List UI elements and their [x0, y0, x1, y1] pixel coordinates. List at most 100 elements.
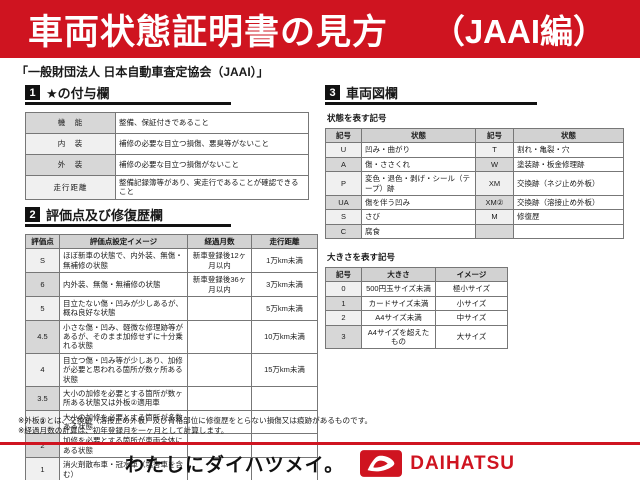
column-header: 記号 — [325, 127, 362, 144]
section3-number-badge: 3 — [325, 85, 340, 100]
table-cell: 大小の加修を必要とする箇所が多数ある状態 — [59, 409, 188, 435]
table-row: A 傷・ささくれ W 塗装跡・板金修理跡 — [325, 156, 624, 173]
column-header: 評価点 — [25, 233, 60, 250]
section1-title: ★の付与欄 — [46, 86, 110, 101]
section3-header: 3 車両図欄 — [325, 85, 537, 105]
star-grant-table: 機 能整備、保証付きであること内 装補修の必要な目立つ損傷、悪臭等がないこと外 … — [25, 112, 309, 200]
table-row: S ほぼ新車の状態で、内外装、無傷・無補修の状態 新車登録後12ヶ月以内 1万km未満 — [25, 248, 318, 274]
table-row: 6 内外装、無傷・無補修の状態 新車登録後36ヶ月以内 3万km未満 — [25, 272, 318, 297]
section2-number-badge: 2 — [25, 207, 40, 222]
brand-lockup: DAIHATSU — [360, 450, 515, 477]
table-cell: 2 — [25, 433, 60, 459]
table-cell: XM — [475, 171, 514, 196]
table-cell: 1 — [325, 295, 362, 312]
section2-title: 評価点及び修復歴欄 — [46, 208, 164, 223]
table-row: 0 500円玉サイズ未満 極小サイズ — [325, 281, 508, 297]
table-cell: 3.5 — [25, 385, 60, 411]
footer-divider-line — [0, 442, 640, 445]
table-cell: 5万km未満 — [251, 295, 318, 321]
condition-symbol-table: 記号 状態 記号 状態 U 凹み・曲がり T 割れ・亀裂・穴 A 傷・ささくれ W 塗装跡・板金修理… — [325, 127, 624, 240]
table-cell: 2 — [325, 310, 362, 326]
condition-symbols-label: 状態を表す記号 — [327, 113, 387, 123]
evaluation-table-header-row: 評価点 評価点設定イメージ 経過月数 走行距離 — [25, 233, 318, 250]
column-header: 状態 — [513, 127, 624, 144]
table-cell: 内 装 — [25, 133, 116, 155]
section3-title: 車両図欄 — [346, 86, 399, 101]
table-cell — [187, 385, 252, 411]
table-cell: C — [325, 223, 362, 240]
table-row: C 腐食 — [325, 223, 624, 240]
table-row: 3 大小の加修を必要とする箇所が多数ある状態 — [25, 409, 318, 435]
table-cell — [513, 223, 624, 240]
table-row: UA 傷を伴う凹み XM② 交換跡（溶接止め外板） — [325, 194, 624, 211]
table-cell: 500円玉サイズ未満 — [361, 281, 436, 297]
table-row: 2 加修を必要とする箇所が車両全体にある状態 — [25, 433, 318, 459]
table-cell: 3 — [25, 409, 60, 435]
table-cell — [251, 457, 318, 480]
evaluation-table: 評価点 評価点設定イメージ 経過月数 走行距離 S ほぼ新車の状態で、内外装、無傷・無補… — [25, 233, 318, 480]
column-header: 状態 — [361, 127, 476, 144]
table-cell: 凹み・曲がり — [361, 142, 476, 158]
table-cell: 15万km未満 — [251, 352, 318, 387]
table-cell: 修復歴 — [513, 209, 624, 225]
table-cell: カードサイズ未満 — [361, 295, 436, 312]
size-symbol-table: 記号 大きさ イメージ 0 500円玉サイズ未満 極小サイズ 1 カードサイズ未満 小サイズ 2… — [325, 266, 508, 350]
footer: わたしにダイハツメイ。 DAIHATSU — [0, 447, 640, 480]
table-row: 3 A4サイズを超えたもの 大サイズ — [325, 324, 508, 350]
column-header: 記号 — [475, 127, 514, 144]
table-cell: 4.5 — [25, 319, 60, 354]
table-cell: 機 能 — [25, 112, 116, 134]
table-cell: 内外装、無傷・無補修の状態 — [59, 272, 188, 297]
table-row: 外 装補修の必要な目立つ損傷がないこと — [25, 154, 309, 176]
table-row: 走行距離 整備記録簿等があり、実走行であることが確認できること — [25, 175, 309, 200]
table-row: 1 消火剤散布車・冠水車（塩害車を含む） — [25, 457, 318, 480]
column-header: 記号 — [325, 266, 362, 283]
table-cell — [187, 319, 252, 354]
table-cell — [187, 433, 252, 459]
table-cell: 新車登録後12ヶ月以内 — [187, 248, 252, 274]
table-cell: 大小の加修を必要とする箇所が数ヶ所ある状態又は外板②適用車 — [59, 385, 188, 411]
table-cell: 交換跡（溶接止め外板） — [513, 194, 624, 211]
table-cell: S — [325, 209, 362, 225]
table-cell: UA — [325, 194, 362, 211]
table-row: 4.5 小さな傷・凹み、軽微な修理跡等があるが、そのまま加修せずに十分乗れる状態 1… — [25, 319, 318, 354]
section2-header: 2 評価点及び修復歴欄 — [25, 207, 231, 227]
column-header: 走行距離 — [251, 233, 318, 250]
table-cell: 整備、保証付きであること — [115, 112, 309, 134]
table-cell: 傷・ささくれ — [361, 156, 476, 173]
table-cell: 5 — [25, 295, 60, 321]
table-cell: 大サイズ — [435, 324, 508, 350]
table-row: 2 A4サイズ未満 中サイズ — [325, 310, 508, 326]
table-cell: 外 装 — [25, 154, 116, 176]
table-cell: 中サイズ — [435, 310, 508, 326]
table-cell — [251, 385, 318, 411]
footnote-2: ※経過月数の計算は、初年登録月を一ヶ月として計算します。 — [18, 426, 229, 436]
table-row: 4 目立つ傷・凹み等が少しあり、加修が必要と思われる箇所が数ヶ所ある状態 15万km… — [25, 352, 318, 387]
table-row: 5 目立たない傷・凹みが少しあるが、概ね良好な状態 5万km未満 — [25, 295, 318, 321]
brand-wordmark: DAIHATSU — [410, 452, 515, 474]
table-cell: M — [475, 209, 514, 225]
page-title-edition: （JAAI編） — [431, 13, 606, 50]
table-cell: 目立つ傷・凹み等が少しあり、加修が必要と思われる箇所が数ヶ所ある状態 — [59, 352, 188, 387]
table-cell: 小サイズ — [435, 295, 508, 312]
table-row: P 変色・退色・剥げ・シール（テープ）跡 XM 交換跡（ネジ止め外板） — [325, 171, 624, 196]
organization-subtitle: 「一般財団法人 日本自動車査定協会（JAAI）」 — [16, 65, 269, 79]
section-vehicle-diagram: 3 車両図欄 状態を表す記号 記号 状態 記号 状態 U 凹み・曲がり T 割れ・亀裂・穴 A… — [325, 85, 625, 350]
section1-header: 1 ★の付与欄 — [25, 85, 231, 105]
size-symbols-label: 大きさを表す記号 — [327, 252, 396, 262]
table-cell: A4サイズ未満 — [361, 310, 436, 326]
table-cell: 交換跡（ネジ止め外板） — [513, 171, 624, 196]
table-cell: 走行距離 — [25, 175, 116, 200]
table-cell: 4 — [25, 352, 60, 387]
footnote-1: ※外板②とは、交換跡（溶接止め外板）及び骨格部位に修復歴をとらない損傷又は痕跡が… — [18, 416, 373, 425]
table-cell: 腐食 — [361, 223, 476, 240]
table-cell: A4サイズを超えたもの — [361, 324, 436, 350]
table-cell: 極小サイズ — [435, 281, 508, 297]
section-evaluation: 2 評価点及び修復歴欄 評価点 評価点設定イメージ 経過月数 走行距離 S ほぼ新車の状… — [25, 207, 318, 480]
table-cell: 1 — [25, 457, 60, 480]
table-cell: 1万km未満 — [251, 248, 318, 274]
table-cell: 10万km未満 — [251, 319, 318, 354]
table-cell: 傷を伴う凹み — [361, 194, 476, 211]
table-cell — [187, 295, 252, 321]
table-cell: 補修の必要な目立つ損傷がないこと — [115, 154, 309, 176]
